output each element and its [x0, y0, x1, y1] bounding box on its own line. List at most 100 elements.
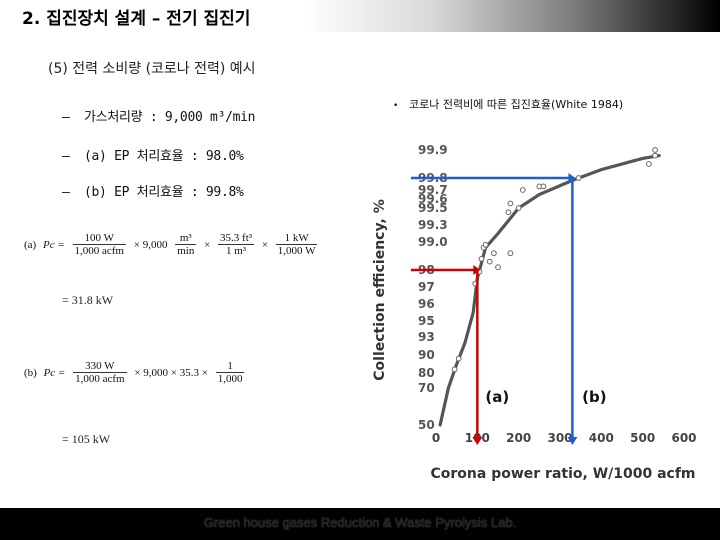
- y-axis-title: Collection efficiency, %: [372, 199, 388, 380]
- fraction-denominator: min: [177, 245, 195, 257]
- data-point: [645, 161, 652, 167]
- fraction-numerator: 1: [215, 360, 245, 373]
- fraction-denominator: 1,000 acfm: [74, 245, 124, 257]
- formula-a: (a) Pc = 100 W 1,000 acfm × 9,000 m³ min ×…: [22, 232, 320, 257]
- data-point: [652, 152, 658, 159]
- x-tick-label: 300: [547, 431, 572, 445]
- data-point: [507, 250, 514, 257]
- formula-label: (a): [24, 238, 37, 251]
- data-point: [519, 187, 526, 193]
- fraction-numerator: m³: [175, 232, 197, 245]
- fraction-denominator: 1,000 acfm: [75, 373, 125, 385]
- bullet-text: (b) EP 처리효율 : 99.8%: [84, 185, 244, 200]
- x-tick-label: 0: [432, 431, 440, 445]
- data-point: [480, 244, 487, 251]
- bullet-dash: –: [62, 110, 70, 125]
- x-tick-label: 200: [506, 431, 531, 445]
- formula-lhs: Pc =: [43, 366, 66, 379]
- x-tick-label: 400: [589, 431, 614, 445]
- fraction: 35.3 ft³ 1 m³: [218, 232, 255, 257]
- y-tick-label: 95: [418, 314, 435, 328]
- data-point: [652, 147, 658, 153]
- data-point: [575, 175, 582, 181]
- data-point: [451, 366, 458, 373]
- data-point: [536, 183, 543, 190]
- header-bar: 2. 집진장치 설계 – 전기 집진기: [0, 0, 720, 32]
- annotation-arrowhead-right: [568, 173, 576, 183]
- fraction: 1 1,000: [215, 360, 245, 385]
- y-tick-label: 98: [418, 263, 435, 277]
- fraction: 100 W 1,000 acfm: [72, 232, 126, 257]
- formula-operator: × 9,000: [133, 238, 168, 251]
- y-tick-label: 99.8: [418, 171, 448, 185]
- data-point: [540, 183, 547, 190]
- data-point: [490, 250, 497, 257]
- annotation-label: (a): [485, 388, 509, 406]
- formula-b-result: = 105 kW: [62, 432, 111, 446]
- fraction: 1 kW 1,000 W: [275, 232, 318, 257]
- data-point: [495, 264, 501, 271]
- chart-reference: • 코로나 전력비에 따른 집진효율(White 1984): [393, 96, 623, 112]
- y-tick-label: 50: [418, 418, 435, 432]
- y-tick-label: 90: [418, 348, 435, 362]
- x-tick-label: 600: [671, 431, 696, 445]
- formula-operator: × 9,000 × 35.3 ×: [134, 366, 208, 379]
- y-tick-label: 97: [418, 280, 435, 294]
- data-point: [455, 355, 462, 362]
- x-axis-title: Corona power ratio, W/1000 acfm: [430, 466, 695, 482]
- data-point: [486, 258, 493, 265]
- bullet-efficiency-b: – (b) EP 처리효율 : 99.8%: [62, 181, 244, 200]
- data-point: [505, 209, 512, 216]
- fraction-denominator: 1,000 W: [277, 245, 316, 257]
- y-tick-label: 99.3: [418, 218, 448, 232]
- annotation-arrowhead-down: [472, 437, 483, 445]
- bullet-dot: •: [393, 101, 399, 111]
- data-point: [507, 200, 514, 207]
- bullet-text: 가스처리량 : 9,000 m³/min: [84, 110, 256, 125]
- bullet-dash: –: [62, 149, 70, 164]
- data-point: [482, 241, 489, 248]
- y-tick-label: 99.0: [418, 235, 448, 249]
- fraction-numerator: 330 W: [73, 360, 127, 373]
- formula-lhs: Pc =: [42, 238, 65, 251]
- reference-text: 코로나 전력비에 따른 집진효율(White 1984): [409, 98, 624, 111]
- y-tick-label: 99.6: [418, 192, 448, 206]
- data-point: [472, 280, 479, 287]
- fraction-numerator: 35.3 ft³: [218, 232, 255, 245]
- y-tick-label: 80: [418, 366, 435, 380]
- annotation-label: (b): [582, 388, 606, 406]
- data-point: [478, 255, 485, 262]
- y-tick-label: 70: [418, 381, 435, 395]
- formula-a-result: = 31.8 kW: [62, 293, 114, 307]
- fraction-numerator: 100 W: [72, 232, 126, 245]
- annotation-arrowhead-right: [473, 265, 481, 275]
- fraction-denominator: 1 m³: [226, 245, 247, 257]
- footer-lab-name: Green house gases Reduction & Waste Pyro…: [203, 515, 517, 530]
- page-title: 2. 집진장치 설계 – 전기 집진기: [22, 9, 251, 29]
- formula-operator: ×: [204, 238, 211, 251]
- formula-operator: ×: [261, 238, 269, 251]
- fitted-curve: [438, 154, 661, 427]
- section-title: (5) 전력 소비량 (코로나 전력) 예시: [48, 61, 256, 77]
- y-tick-label: 99.9: [418, 143, 448, 157]
- fraction-denominator: 1,000: [217, 373, 243, 385]
- y-tick-label: 96: [418, 297, 435, 311]
- annotation-arrowhead-down: [567, 437, 578, 445]
- y-tick-label: 99.7: [418, 183, 448, 197]
- bullet-text: (a) EP 처리효율 : 98.0%: [84, 149, 244, 164]
- fraction-numerator: 1 kW: [275, 232, 318, 245]
- y-tick-label: 93: [418, 330, 435, 344]
- x-tick-label: 100: [465, 431, 490, 445]
- formula-label: (b): [24, 366, 37, 379]
- formula-b: (b) Pc = 330 W 1,000 acfm × 9,000 × 35.3 …: [22, 360, 247, 385]
- x-tick-label: 500: [630, 431, 655, 445]
- data-point: [476, 268, 483, 275]
- y-tick-label: 99.5: [418, 201, 448, 215]
- footer-bar: Green house gases Reduction & Waste Pyro…: [0, 508, 720, 540]
- bullet-efficiency-a: – (a) EP 처리효율 : 98.0%: [62, 145, 244, 164]
- bullet-dash: –: [62, 185, 70, 200]
- fraction: 330 W 1,000 acfm: [73, 360, 127, 385]
- data-point: [515, 205, 522, 211]
- fraction: m³ min: [175, 232, 197, 257]
